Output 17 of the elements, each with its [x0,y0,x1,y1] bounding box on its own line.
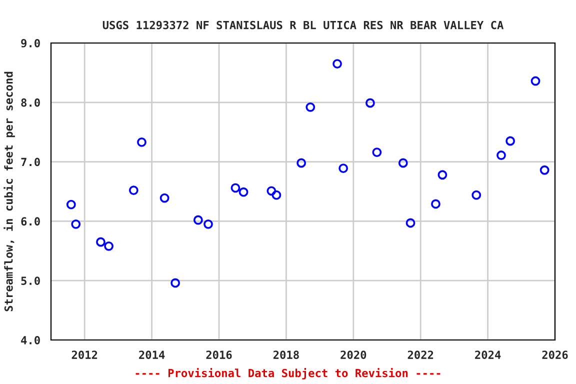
x-tick-label: 2018 [273,350,299,360]
y-tick-label: 4.0 [21,336,40,344]
y-tick-label: 5.0 [21,276,40,285]
y-axis-title: Streamflow, in cubic feet per second [4,72,15,312]
x-tick-label: 2012 [72,350,98,360]
x-tick-label: 2022 [408,350,434,360]
x-tick-label: 2024 [475,350,501,360]
y-tick-label: 8.0 [21,98,40,107]
chart-title: USGS 11293372 NF STANISLAUS R BL UTICA RES NR BEAR VALLEY CA [102,20,504,30]
x-tick-label: 2014 [139,350,165,360]
text: ---- Provisional Data Subject to Revision ---- [136,368,440,380]
y-tick-label: 9.0 [21,38,40,48]
x-tick-label: 2026 [542,350,568,360]
x-tick-label: 2020 [340,350,366,360]
y-tick-label: 7.0 [21,158,40,166]
x-tick-label: 2016 [206,350,232,360]
y-tick-label: 6.0 [21,217,40,226]
